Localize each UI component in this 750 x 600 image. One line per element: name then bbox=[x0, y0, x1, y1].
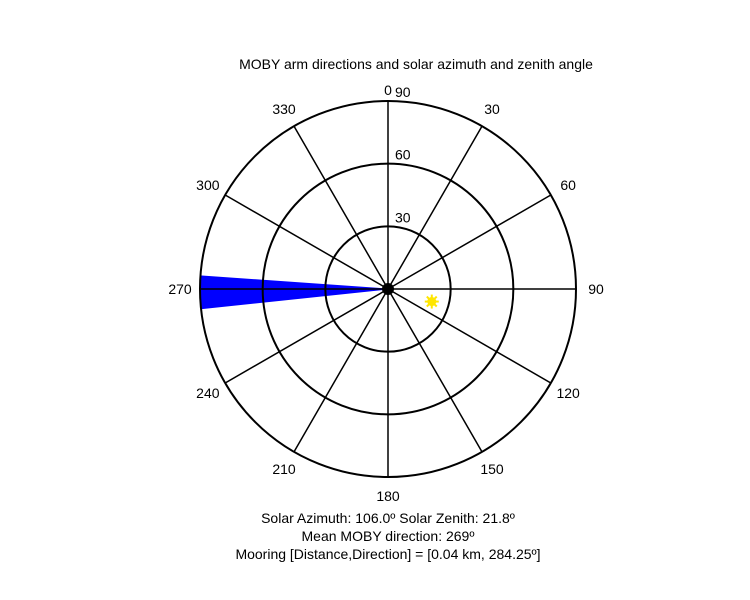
angle-tick-label: 120 bbox=[556, 385, 580, 401]
angle-tick-label: 0 bbox=[384, 82, 392, 98]
radial-tick-label: 30 bbox=[395, 209, 411, 225]
center-marker bbox=[382, 283, 394, 295]
angle-tick-label: 330 bbox=[272, 101, 296, 117]
spoke-330 bbox=[293, 125, 389, 290]
sun-ray bbox=[433, 302, 438, 308]
angle-tick-label: 150 bbox=[480, 461, 504, 477]
sun-marker bbox=[424, 294, 439, 309]
chart-title: MOBY arm directions and solar azimuth an… bbox=[239, 56, 593, 72]
radial-tick-label: 60 bbox=[395, 147, 411, 163]
spoke-210 bbox=[293, 288, 389, 453]
angle-tick-label: 30 bbox=[484, 101, 500, 117]
sun-ray bbox=[433, 295, 438, 301]
sun-ray bbox=[426, 295, 431, 301]
moby-direction-caption: Mean MOBY direction: 269º bbox=[301, 528, 475, 544]
solar-caption: Solar Azimuth: 106.0º Solar Zenith: 21.8… bbox=[261, 510, 515, 526]
spoke-300 bbox=[224, 194, 389, 290]
spoke-150 bbox=[387, 288, 483, 453]
angle-tick-label: 240 bbox=[196, 385, 220, 401]
tick-labels: 0 30 60 90 120 150 180 210 240 270 300 330 30 60 90 bbox=[168, 82, 604, 504]
angle-tick-label: 90 bbox=[588, 281, 604, 297]
spoke-240 bbox=[224, 288, 389, 384]
angle-tick-label: 300 bbox=[196, 177, 220, 193]
range-ring-90 bbox=[199, 100, 577, 478]
polar-grid bbox=[199, 100, 577, 478]
spoke-120 bbox=[387, 288, 552, 384]
range-ring-60 bbox=[261, 162, 515, 416]
angle-tick-label: 210 bbox=[272, 461, 296, 477]
range-ring-30 bbox=[324, 225, 452, 353]
sun-ray bbox=[426, 302, 431, 308]
angle-tick-label: 180 bbox=[376, 488, 400, 504]
angle-tick-label: 270 bbox=[168, 281, 192, 297]
angle-tick-label: 60 bbox=[560, 177, 576, 193]
radial-tick-label: 90 bbox=[395, 84, 411, 100]
chart-marks bbox=[199, 275, 389, 310]
spoke-60 bbox=[387, 194, 552, 290]
spoke-30 bbox=[387, 125, 483, 290]
moby-arm-wedge bbox=[199, 275, 389, 310]
mooring-caption: Mooring [Distance,Direction] = [0.04 km,… bbox=[235, 546, 541, 562]
